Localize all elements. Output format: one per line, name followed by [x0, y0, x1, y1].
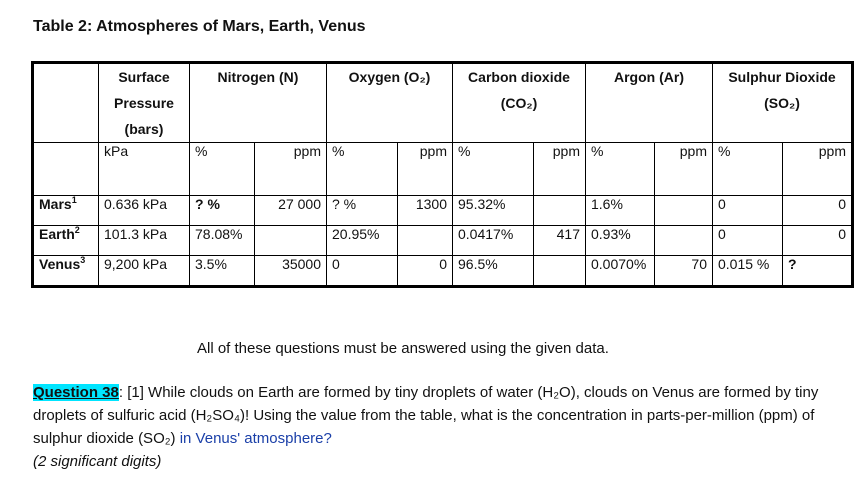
planet-name: Venus3: [32, 255, 99, 287]
co2-percent: 0.0417%: [452, 225, 534, 256]
header-row: Surface Pressure (bars) Nitrogen (N) Oxy…: [32, 62, 853, 143]
pressure-value: 9,200 kPa: [98, 255, 190, 287]
unit-oxygen-ppm: ppm: [397, 142, 453, 196]
question-highlight: in Venus' atmosphere?: [179, 430, 332, 447]
header-argon: Argon (Ar): [585, 62, 713, 143]
unit-pressure: kPa: [98, 142, 190, 196]
so2-percent: 0: [712, 195, 783, 226]
header-sulphur-dioxide: Sulphur Dioxide (SO₂): [712, 62, 853, 143]
question-block: Question 38: [1] While clouds on Earth a…: [33, 381, 843, 473]
question-text: : [1] While clouds on Earth are formed b…: [33, 384, 819, 447]
argon-ppm: [654, 195, 713, 226]
nitrogen-percent: 3.5%: [189, 255, 255, 287]
nitrogen-percent: ? %: [189, 195, 255, 226]
empty-corner: [32, 62, 99, 143]
pressure-value: 0.636 kPa: [98, 195, 190, 226]
significant-digits-note: (2 significant digits): [33, 453, 162, 470]
table-title: Table 2: Atmospheres of Mars, Earth, Ven…: [33, 18, 366, 35]
so2-percent: 0: [712, 225, 783, 256]
argon-ppm: 70: [654, 255, 713, 287]
question-label: Question 38: [33, 384, 119, 401]
unit-so2-ppm: ppm: [782, 142, 853, 196]
co2-percent: 96.5%: [452, 255, 534, 287]
co2-ppm: [533, 255, 586, 287]
header-nitrogen: Nitrogen (N): [189, 62, 327, 143]
empty-unit-cell: [32, 142, 99, 196]
planet-name: Mars1: [32, 195, 99, 226]
table-row: Earth2 101.3 kPa 78.08% 20.95% 0.0417% 4…: [32, 225, 853, 256]
pressure-value: 101.3 kPa: [98, 225, 190, 256]
argon-percent: 1.6%: [585, 195, 655, 226]
so2-ppm: ?: [782, 255, 853, 287]
unit-nitrogen-percent: %: [189, 142, 255, 196]
co2-percent: 95.32%: [452, 195, 534, 226]
nitrogen-ppm: 35000: [254, 255, 327, 287]
unit-argon-ppm: ppm: [654, 142, 713, 196]
header-oxygen: Oxygen (O₂): [326, 62, 453, 143]
so2-percent: 0.015 %: [712, 255, 783, 287]
header-surface-pressure: Surface Pressure (bars): [98, 62, 190, 143]
table-row: Mars1 0.636 kPa ? % 27 000 ? % 1300 95.3…: [32, 195, 853, 226]
unit-argon-percent: %: [585, 142, 655, 196]
unit-so2-percent: %: [712, 142, 783, 196]
table-row: Venus3 9,200 kPa 3.5% 35000 0 0 96.5% 0.…: [32, 255, 853, 287]
unit-nitrogen-ppm: ppm: [254, 142, 327, 196]
so2-ppm: 0: [782, 195, 853, 226]
instructions-note: All of these questions must be answered …: [197, 340, 609, 357]
oxygen-percent: 20.95%: [326, 225, 398, 256]
header-carbon-dioxide: Carbon dioxide (CO₂): [452, 62, 586, 143]
unit-co2-ppm: ppm: [533, 142, 586, 196]
oxygen-ppm: 1300: [397, 195, 453, 226]
nitrogen-ppm: [254, 225, 327, 256]
units-row: kPa % ppm % ppm % ppm % ppm % ppm: [32, 142, 853, 196]
oxygen-ppm: 0: [397, 255, 453, 287]
oxygen-ppm: [397, 225, 453, 256]
argon-percent: 0.93%: [585, 225, 655, 256]
unit-co2-percent: %: [452, 142, 534, 196]
nitrogen-percent: 78.08%: [189, 225, 255, 256]
argon-percent: 0.0070%: [585, 255, 655, 287]
atmospheres-table: Surface Pressure (bars) Nitrogen (N) Oxy…: [31, 61, 854, 288]
planet-name: Earth2: [32, 225, 99, 256]
co2-ppm: 417: [533, 225, 586, 256]
unit-oxygen-percent: %: [326, 142, 398, 196]
oxygen-percent: 0: [326, 255, 398, 287]
so2-ppm: 0: [782, 225, 853, 256]
co2-ppm: [533, 195, 586, 226]
argon-ppm: [654, 225, 713, 256]
nitrogen-ppm: 27 000: [254, 195, 327, 226]
oxygen-percent: ? %: [326, 195, 398, 226]
